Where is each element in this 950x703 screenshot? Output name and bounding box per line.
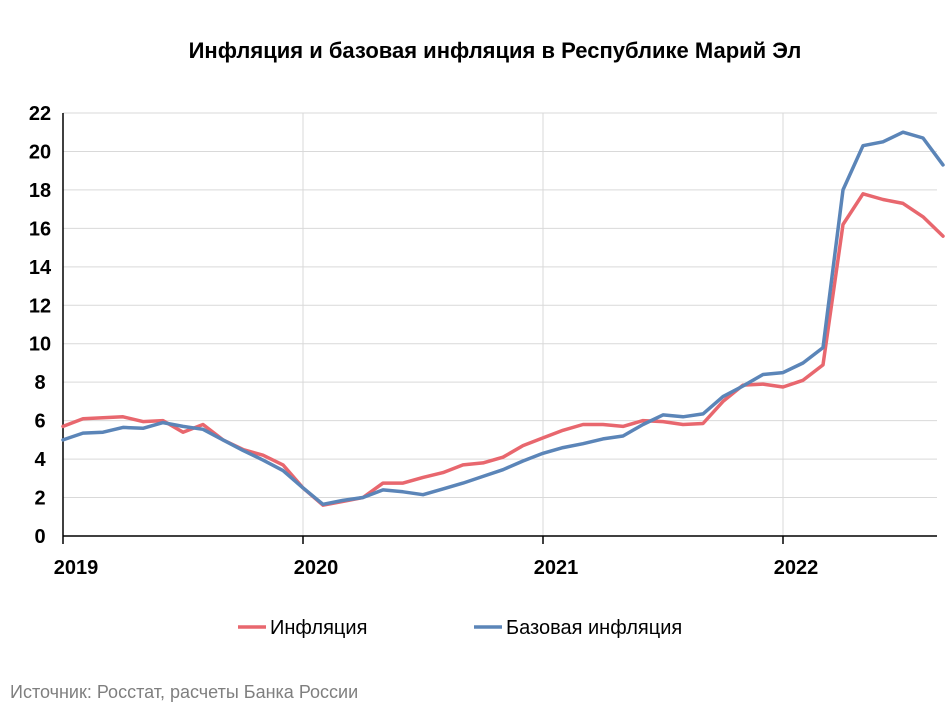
- x-tick-label: 2019: [54, 557, 99, 579]
- y-tick-label: 18: [29, 180, 51, 202]
- x-tick-label: 2021: [534, 557, 579, 579]
- axis-layer: [62, 113, 937, 544]
- y-tick-label: 6: [34, 411, 45, 433]
- series-line-core-inflation: [61, 130, 945, 507]
- series-layer: [61, 130, 945, 507]
- y-tick-label: 4: [34, 449, 46, 471]
- y-tick-label: 12: [29, 295, 51, 317]
- legend-label: Базовая инфляция: [506, 617, 682, 639]
- y-tick-label: 2: [34, 488, 45, 510]
- y-tick-label: 10: [29, 334, 51, 356]
- y-tick-label: 20: [29, 141, 51, 163]
- chart-title: Инфляция и базовая инфляция в Республике…: [188, 38, 802, 63]
- y-tick-label: 0: [34, 526, 45, 548]
- source-note: Источник: Росстат, расчеты Банка России: [10, 682, 359, 702]
- series-line-inflation: [61, 192, 945, 507]
- x-tick-label: 2020: [294, 557, 339, 579]
- legend-layer: Инфляция Базовая инфляция: [238, 617, 682, 639]
- y-tick-label: 22: [29, 103, 51, 125]
- y-tick-label: 16: [29, 218, 51, 240]
- x-tick-label: 2022: [774, 557, 819, 579]
- legend-label: Инфляция: [270, 617, 367, 639]
- y-tick-label: 8: [34, 372, 45, 394]
- y-tick-label: 14: [29, 257, 52, 279]
